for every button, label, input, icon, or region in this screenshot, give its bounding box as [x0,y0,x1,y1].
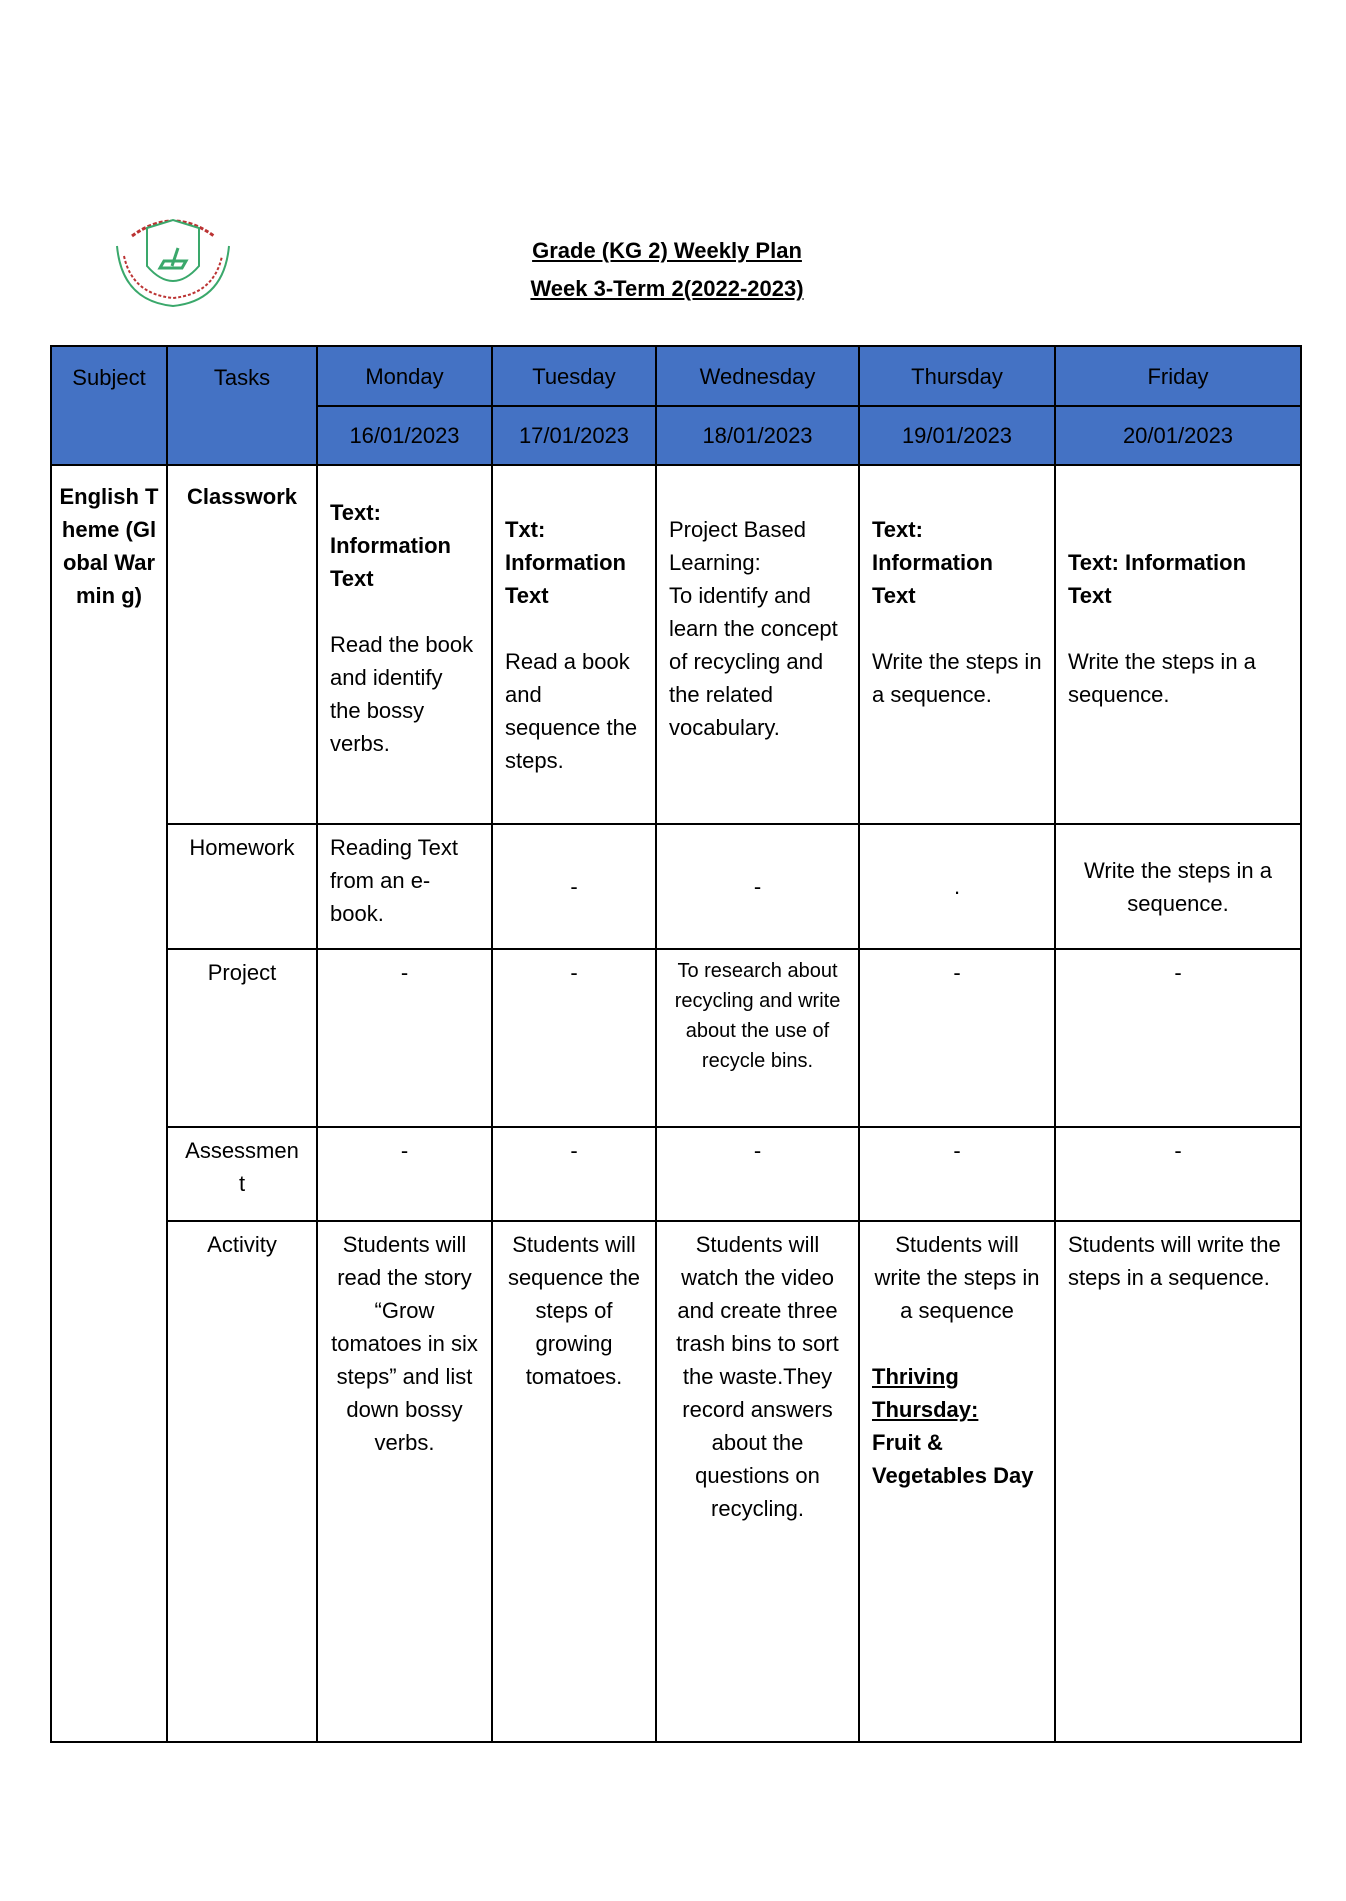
header-friday: Friday [1054,345,1302,407]
date-wednesday: 18/01/2023 [655,405,860,466]
task-label-homework: Homework [166,823,318,950]
activity-monday: Students will read the story “Grow tomat… [316,1220,493,1743]
activity-thursday: Students will write the steps in a seque… [858,1220,1056,1743]
assessment-thursday: - [858,1126,1056,1222]
classwork-thursday-body: Write the steps in a sequence. [872,649,1042,707]
project-friday: - [1054,948,1302,1128]
activity-wednesday: Students will watch the video and create… [655,1220,860,1743]
plan-title: Grade (KG 2) Weekly Plan [532,238,802,263]
thriving-thursday-event: Fruit & Vegetables Day [872,1430,1034,1488]
assessment-monday: - [316,1126,493,1222]
header-tuesday: Tuesday [491,345,657,407]
task-label-assessment: Assessmen t [166,1126,318,1222]
table-row-project: Project - - To research about recycling … [51,948,1302,1128]
classwork-monday-body: Read the book and identify the bossy ver… [330,632,474,756]
assessment-wednesday: - [655,1126,860,1222]
header-subject: Subject [50,345,168,466]
classwork-monday-title: Text: Information Text [330,500,451,591]
classwork-wednesday: Project Based Learning: To identify and … [655,464,860,825]
date-monday: 16/01/2023 [316,405,493,466]
task-label-project: Project [166,948,318,1128]
homework-thursday: . [858,823,1056,950]
project-wednesday: To research about recycling and write ab… [655,948,860,1128]
table-row-assessment: Assessmen t - - - - - [51,1126,1302,1222]
subject-cell: English Theme (Global Warmin g) [50,464,168,1743]
homework-friday: Write the steps in a sequence. [1054,823,1302,950]
classwork-friday-title: Text: Information Text [1068,550,1247,608]
date-tuesday: 17/01/2023 [491,405,657,466]
classwork-friday: Text: Information Text Write the steps i… [1054,464,1302,825]
assessment-tuesday: - [491,1126,657,1222]
activity-friday: Students will write the steps in a seque… [1054,1220,1302,1743]
classwork-tuesday-body: Read a book and sequence the steps. [505,649,638,773]
project-monday: - [316,948,493,1128]
classwork-tuesday: Txt: Information Text Read a book and se… [491,464,657,825]
header-wednesday: Wednesday [655,345,860,407]
task-label-activity: Activity [166,1220,318,1743]
homework-monday: Reading Text from an e-book. [316,823,493,950]
project-thursday: - [858,948,1056,1128]
header-monday: Monday [316,345,493,407]
header-thursday: Thursday [858,345,1056,407]
table-row-activity: Activity Students will read the story “G… [51,1220,1302,1743]
date-friday: 20/01/2023 [1054,405,1302,466]
school-logo [116,218,230,308]
homework-wednesday: - [655,823,860,950]
activity-tuesday: Students will sequence the steps of grow… [491,1220,657,1743]
classwork-thursday: Text: Information Text Write the steps i… [858,464,1056,825]
table-row-homework: Homework Reading Text from an e-book. - … [51,823,1302,950]
plan-subtitle: Week 3-Term 2(2022-2023) [530,276,804,301]
thriving-thursday-title: Thriving Thursday: [872,1364,979,1422]
weekly-plan-table: Subject Tasks Monday Tuesday Wednesday T… [50,345,1302,1743]
project-tuesday: - [491,948,657,1128]
classwork-tuesday-title: Txt: Information Text [505,517,626,608]
activity-thursday-body: Students will write the steps in a seque… [874,1232,1040,1323]
table-row-classwork: English Theme (Global Warmin g) Classwor… [50,464,1302,1743]
assessment-friday: - [1054,1126,1302,1222]
date-thursday: 19/01/2023 [858,405,1056,466]
header-tasks: Tasks [166,345,318,466]
classwork-friday-body: Write the steps in a sequence. [1068,649,1256,707]
classwork-thursday-title: Text: Information Text [872,517,993,608]
task-label-classwork: Classwork [166,464,318,825]
homework-tuesday: - [491,823,657,950]
classwork-monday: Text: Information Text Read the book and… [316,464,493,825]
